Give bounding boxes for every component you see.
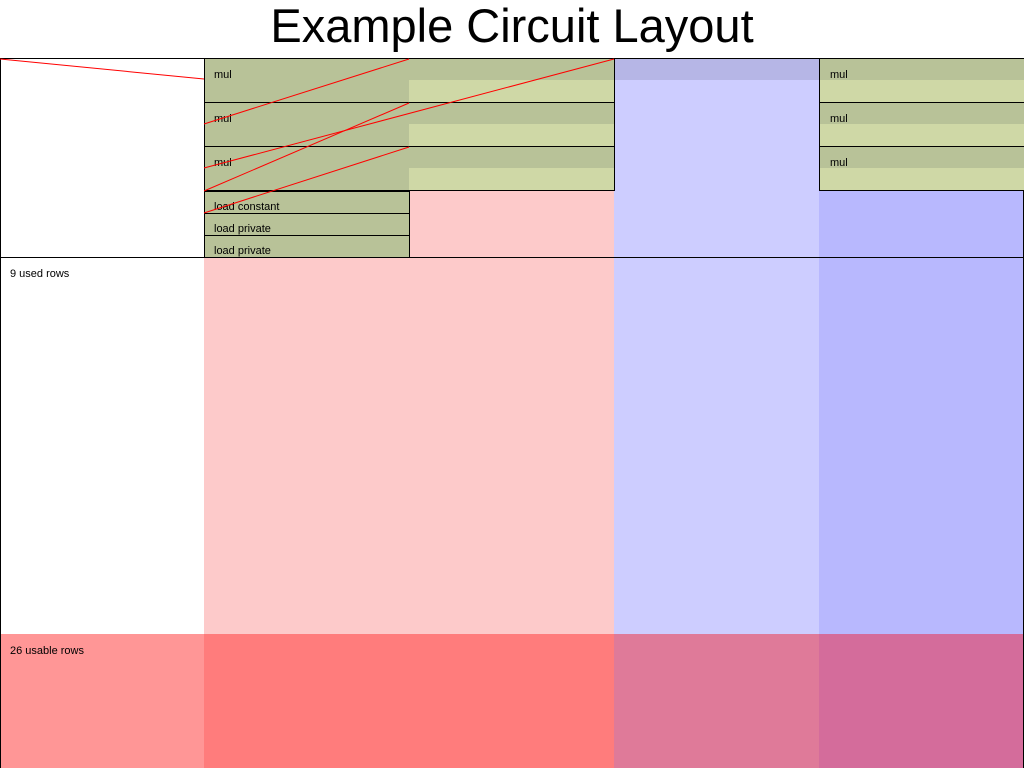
wire — [203, 146, 410, 214]
region-label: mul — [830, 69, 848, 81]
region-cell-light — [409, 124, 614, 146]
usable-rows-label: 26 usable rows — [10, 645, 84, 657]
region-cell-dark — [205, 124, 409, 146]
used-rows-label: 9 used rows — [10, 268, 70, 280]
region-cell-dark — [820, 147, 1024, 169]
region-mul: mul — [204, 102, 615, 147]
region-cell-light — [820, 168, 1024, 190]
region-load-private: load private — [204, 235, 410, 258]
wire — [203, 58, 410, 125]
region-cell-dark — [205, 59, 614, 81]
wire — [203, 58, 615, 169]
diagram-title: Example Circuit Layout — [270, 0, 754, 52]
selector-unusable-rows — [614, 634, 819, 768]
selector-column-top — [614, 58, 819, 80]
selector-column — [614, 58, 819, 634]
region-cell-dark — [820, 103, 1024, 125]
wire — [0, 58, 205, 80]
region-mul: mul — [819, 146, 1024, 191]
region-label: mul — [214, 69, 232, 81]
region-cell-light — [820, 124, 1024, 146]
wire — [203, 102, 410, 192]
region-cell-light — [409, 168, 614, 190]
region-mul: mul — [819, 58, 1024, 103]
circuit-layout: mul mul mul load constant load private l… — [0, 58, 1024, 768]
region-cell-dark — [820, 59, 1024, 81]
region-label: mul — [214, 113, 232, 125]
region-mul: mul — [819, 102, 1024, 147]
region-label: mul — [830, 113, 848, 125]
region-cell-dark — [205, 103, 614, 125]
region-mul: mul — [204, 146, 615, 191]
region-cell-light — [820, 80, 1024, 102]
advice-unusable-rows — [204, 634, 614, 768]
used-rows-boundary — [0, 257, 1024, 258]
region-label: load private — [214, 245, 271, 257]
region-cell-dark — [205, 147, 614, 169]
region-cell-light — [409, 80, 614, 102]
unusable-rows-label-cell — [0, 634, 204, 768]
region-mul: mul — [204, 58, 615, 103]
copy-constraint-wires — [0, 58, 615, 214]
region-cell-dark — [205, 168, 409, 190]
region-label: mul — [830, 157, 848, 169]
row-label-column-divider — [0, 258, 1, 634]
region-label: load private — [214, 223, 271, 235]
fixed-unusable-rows — [819, 634, 1024, 768]
